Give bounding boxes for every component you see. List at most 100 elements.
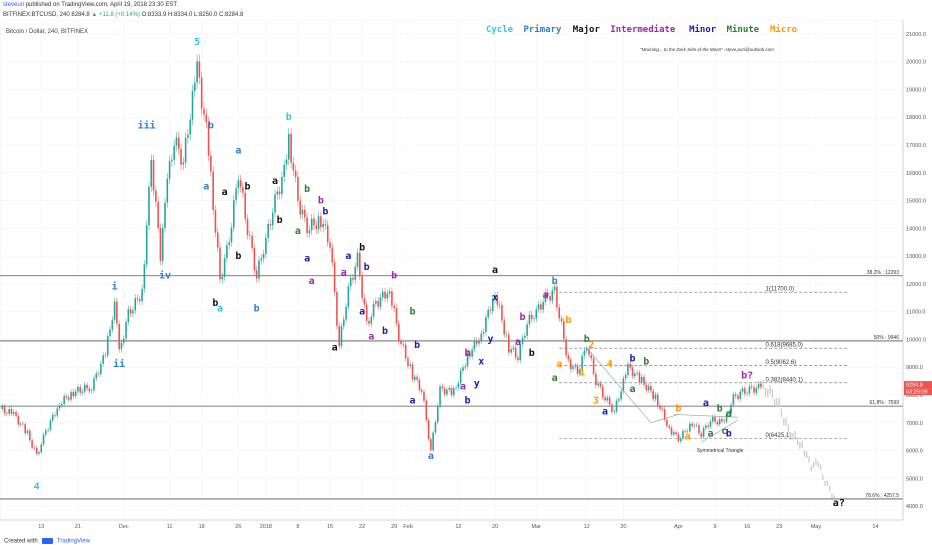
- candle: [271, 212, 274, 226]
- candle: [755, 387, 758, 393]
- candle: [737, 395, 739, 399]
- candle: [177, 137, 180, 150]
- candle: [388, 291, 391, 294]
- candle: [70, 391, 72, 400]
- candle: [634, 373, 636, 377]
- candle: [583, 350, 586, 356]
- candle: [496, 295, 499, 305]
- author-link[interactable]: steveuri: [3, 2, 25, 8]
- candle: [503, 320, 506, 335]
- candle: [595, 373, 597, 386]
- candle: [409, 364, 412, 367]
- candle: [1, 406, 4, 409]
- candle: [212, 171, 214, 211]
- wave-label: a: [222, 187, 228, 198]
- candle: [93, 378, 95, 391]
- candle: [235, 188, 237, 201]
- candle: [320, 216, 322, 228]
- candle: [643, 376, 645, 385]
- x-tick-label: 9: [714, 524, 717, 530]
- candle: [691, 423, 693, 427]
- candle: [26, 430, 29, 434]
- x-tick-label: 14: [872, 524, 878, 530]
- wave-label: b: [304, 184, 310, 195]
- symbol: BITFINEX:BTCUSD, 240: [3, 12, 70, 18]
- wave-label: b: [717, 404, 723, 415]
- price-chart[interactable]: 38.2% : 12293 1(11700.0) 50% : 9946 0.618(9…: [0, 20, 932, 535]
- wave-label: a: [460, 381, 466, 392]
- candle: [352, 278, 354, 280]
- y-tick-label: 14000.0: [906, 226, 926, 232]
- candle: [734, 394, 737, 396]
- candle: [134, 298, 137, 311]
- wave-label: i: [112, 280, 118, 292]
- wave-label: y: [474, 379, 480, 390]
- candle: [597, 383, 599, 386]
- candle: [709, 421, 712, 427]
- candle: [207, 122, 210, 156]
- x-tick-label: 2018: [260, 524, 272, 530]
- wave-label: b: [318, 195, 324, 206]
- quote-annotation: "Mooning... to the Dark Side of the Moon…: [640, 47, 774, 52]
- candle: [528, 314, 531, 325]
- publish-info: published on TradingView.com, April 19, …: [25, 2, 178, 8]
- candle: [647, 386, 650, 391]
- candle: [592, 358, 595, 374]
- wave-label: b: [414, 340, 420, 351]
- legend-degree-minor: Minor: [689, 24, 717, 35]
- candle: [184, 137, 187, 163]
- candle: [533, 318, 535, 320]
- candle: [618, 399, 620, 401]
- candle: [682, 430, 684, 439]
- candle: [297, 176, 299, 201]
- candle: [122, 338, 125, 343]
- wave-label: b: [277, 215, 283, 226]
- tradingview-link[interactable]: TradingView: [56, 538, 90, 545]
- wave-label: b: [643, 356, 649, 367]
- candle: [750, 386, 753, 388]
- wave-label: b: [565, 315, 571, 326]
- candle: [659, 406, 661, 409]
- x-tick-label: 22: [359, 524, 365, 530]
- candle: [171, 159, 173, 162]
- candle: [81, 391, 84, 393]
- candle: [418, 379, 421, 391]
- candle: [434, 422, 437, 433]
- candle: [269, 223, 272, 226]
- candle: [622, 378, 625, 392]
- wave-label: iii: [138, 119, 156, 131]
- y-tick-label: 18000.0: [906, 115, 926, 121]
- candle: [517, 357, 519, 361]
- candle: [40, 444, 43, 453]
- candle: [219, 247, 221, 280]
- wave-label: b: [584, 334, 590, 345]
- candle: [10, 408, 13, 414]
- x-tick-label: 18: [199, 524, 205, 530]
- wave-label: a: [272, 176, 278, 187]
- candle: [675, 432, 677, 435]
- candle: [317, 216, 320, 229]
- candle: [475, 340, 478, 344]
- publish-line: steveuri published on TradingView.com, A…: [3, 2, 177, 8]
- candle: [35, 448, 38, 454]
- candle: [166, 178, 169, 203]
- candle: [579, 369, 581, 374]
- candle: [246, 218, 249, 235]
- candle: [95, 373, 98, 379]
- wave-label: b: [359, 243, 365, 254]
- candle: [521, 337, 524, 345]
- countdown-tag-label: 03:29:09: [906, 389, 927, 395]
- candle: [505, 334, 508, 336]
- x-tick-label: May: [811, 524, 822, 530]
- wave-label: b: [364, 262, 370, 273]
- candle: [760, 383, 762, 388]
- candle: [443, 388, 446, 395]
- candle: [728, 413, 730, 414]
- candle: [152, 159, 155, 191]
- candle: [606, 397, 609, 401]
- candle: [262, 253, 265, 259]
- candle: [253, 248, 256, 271]
- candle: [187, 134, 189, 138]
- candle: [157, 201, 159, 229]
- wave-label: b: [552, 276, 558, 287]
